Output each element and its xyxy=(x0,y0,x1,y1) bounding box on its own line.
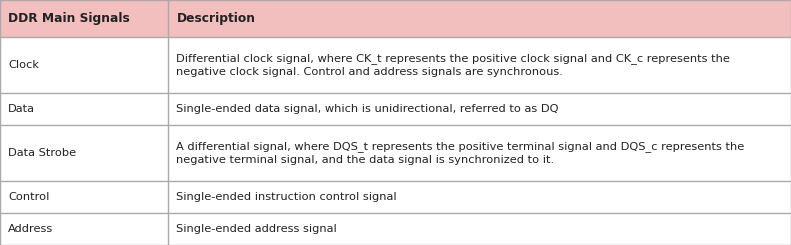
Bar xyxy=(0,125,791,181)
Text: Control: Control xyxy=(8,192,49,202)
Text: A differential signal, where DQS_t represents the positive terminal signal and D: A differential signal, where DQS_t repre… xyxy=(176,141,745,165)
Text: Address: Address xyxy=(8,224,53,234)
Text: Single-ended instruction control signal: Single-ended instruction control signal xyxy=(176,192,397,202)
Text: Description: Description xyxy=(176,12,255,25)
Text: Data: Data xyxy=(8,104,35,114)
Text: Clock: Clock xyxy=(8,60,39,70)
Bar xyxy=(0,93,791,125)
Text: Single-ended address signal: Single-ended address signal xyxy=(176,224,337,234)
Bar xyxy=(0,213,791,245)
Text: Single-ended data signal, which is unidirectional, referred to as DQ: Single-ended data signal, which is unidi… xyxy=(176,104,559,114)
Text: Differential clock signal, where CK_t represents the positive clock signal and C: Differential clock signal, where CK_t re… xyxy=(176,53,730,77)
Bar xyxy=(0,181,791,213)
Text: DDR Main Signals: DDR Main Signals xyxy=(8,12,130,25)
Bar xyxy=(0,0,791,37)
Text: Data Strobe: Data Strobe xyxy=(8,148,76,158)
Bar xyxy=(0,37,791,93)
